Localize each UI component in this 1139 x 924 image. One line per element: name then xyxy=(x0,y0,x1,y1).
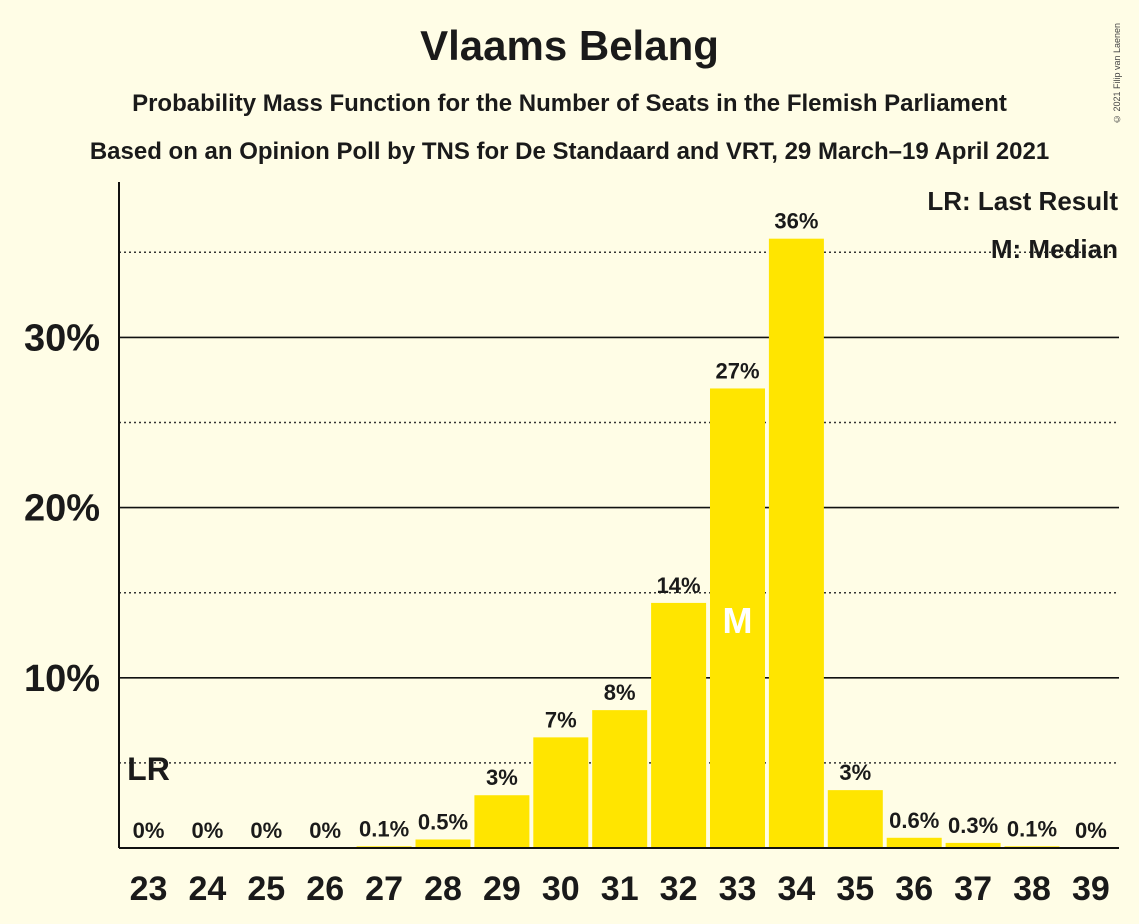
bar-seat-30 xyxy=(533,737,589,848)
value-label: 3% xyxy=(839,760,871,785)
chart-subtitle-source: Based on an Opinion Poll by TNS for De S… xyxy=(89,138,1050,165)
value-label: 7% xyxy=(545,707,577,732)
x-tick-label: 23 xyxy=(130,870,168,908)
x-tick-label: 33 xyxy=(719,870,757,908)
bar-seat-36 xyxy=(886,837,942,848)
x-tick-label: 35 xyxy=(836,870,874,908)
value-label: 14% xyxy=(657,573,701,598)
x-tick-label: 32 xyxy=(660,870,698,908)
y-tick-labels: 10% 20% 30% xyxy=(24,317,100,699)
bar-seat-31 xyxy=(592,710,648,848)
x-tick-label: 30 xyxy=(542,870,580,908)
bar-seat-32 xyxy=(651,602,707,848)
value-label: 0.3% xyxy=(948,813,998,838)
bar-seat-33 xyxy=(710,388,765,848)
bar-seat-29 xyxy=(474,795,530,848)
legend-last-result: LR: Last Result xyxy=(927,186,1118,216)
x-tick-label: 26 xyxy=(306,870,344,908)
x-tick-label: 29 xyxy=(483,870,521,908)
x-tick-label: 24 xyxy=(188,870,226,908)
x-tick-label: 25 xyxy=(247,870,285,908)
value-label: 0% xyxy=(1075,818,1107,843)
median-marker: M xyxy=(723,600,753,641)
x-tick-label: 36 xyxy=(895,870,933,908)
value-label: 0% xyxy=(309,818,341,843)
y-tick-label: 30% xyxy=(24,317,100,359)
value-label: 36% xyxy=(774,209,818,234)
axes xyxy=(118,182,1119,849)
last-result-marker: LR xyxy=(127,751,170,787)
bars xyxy=(356,238,1060,848)
x-tick-label: 27 xyxy=(365,870,403,908)
x-tick-labels: 23 24 25 26 27 28 29 30 31 32 33 34 35 36 37 38 39 xyxy=(130,870,1110,908)
x-tick-label: 39 xyxy=(1072,870,1110,908)
value-label: 0.1% xyxy=(1007,816,1057,841)
value-label: 8% xyxy=(604,680,636,705)
x-tick-label: 34 xyxy=(777,870,815,908)
bar-seat-34 xyxy=(768,238,824,848)
value-label: 0.1% xyxy=(359,816,409,841)
chart-subtitle: Probability Mass Function for the Number… xyxy=(132,90,1007,117)
y-tick-label: 10% xyxy=(24,658,100,700)
gridlines xyxy=(119,251,1119,764)
x-tick-label: 28 xyxy=(424,870,462,908)
value-labels: 0% LR 0% 0% 0% 0.1% 0.5% 3% 7% 8% 14% 27% M 36% 3% 0.6%… xyxy=(127,209,1107,843)
value-label: 0% xyxy=(192,818,224,843)
chart-title: Vlaams Belang xyxy=(420,22,719,69)
legend-median: M: Median xyxy=(991,234,1118,264)
bar-seat-35 xyxy=(827,790,883,848)
value-label: 3% xyxy=(486,765,518,790)
value-label: 0.6% xyxy=(889,808,939,833)
bar-seat-28 xyxy=(415,839,471,848)
x-tick-label: 31 xyxy=(601,870,639,908)
x-tick-label: 37 xyxy=(954,870,992,908)
value-label: 0% xyxy=(250,818,282,843)
x-tick-label: 38 xyxy=(1013,870,1051,908)
bar-seat-37 xyxy=(945,842,1001,848)
y-tick-label: 20% xyxy=(24,488,100,530)
value-label: 27% xyxy=(715,358,759,383)
value-label: 0.5% xyxy=(418,809,468,834)
value-label: 0% xyxy=(133,818,165,843)
